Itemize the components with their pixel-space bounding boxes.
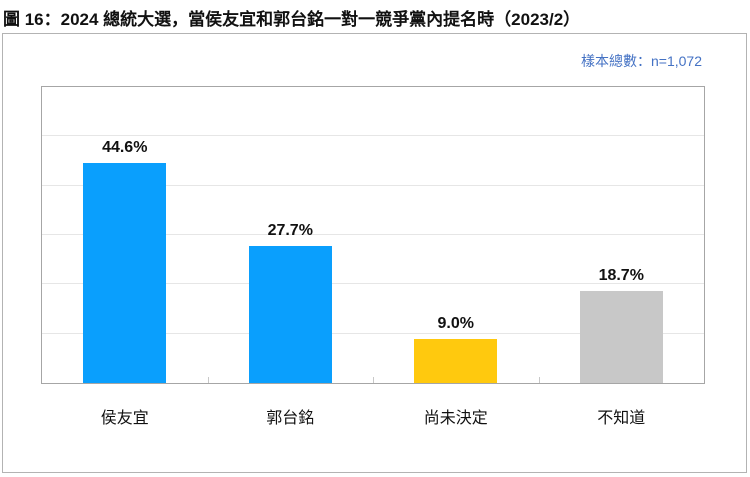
- gridline: [42, 135, 704, 137]
- bar-3: [579, 290, 663, 383]
- gridline: [42, 234, 704, 235]
- category-label: 不知道: [597, 410, 646, 427]
- category-label: 尚未決定: [423, 410, 488, 427]
- value-label: 44.6%: [102, 138, 148, 156]
- x-axis-tick: [373, 377, 374, 383]
- bar-1: [248, 246, 332, 383]
- value-label: 27.7%: [267, 222, 313, 240]
- chart-title: 圖 16：2024 總統大選，當侯友宜和郭台銘一對一競爭黨內提名時（2023/2…: [3, 10, 581, 29]
- category-label: 郭台銘: [266, 410, 315, 427]
- plot-area: [41, 86, 705, 384]
- sample-size-label: 樣本總數：n=1,072: [581, 53, 702, 69]
- gridline: [42, 283, 704, 285]
- bar-2: [414, 338, 498, 383]
- gridline: [42, 184, 704, 186]
- bar-0: [83, 162, 167, 383]
- value-label: 18.7%: [598, 266, 644, 284]
- value-label: 9.0%: [437, 314, 474, 332]
- x-axis-tick: [207, 377, 209, 383]
- chart-frame: [2, 33, 747, 473]
- category-label: 侯友宜: [100, 410, 149, 427]
- gridline: [42, 332, 704, 334]
- x-axis-tick: [538, 377, 540, 383]
